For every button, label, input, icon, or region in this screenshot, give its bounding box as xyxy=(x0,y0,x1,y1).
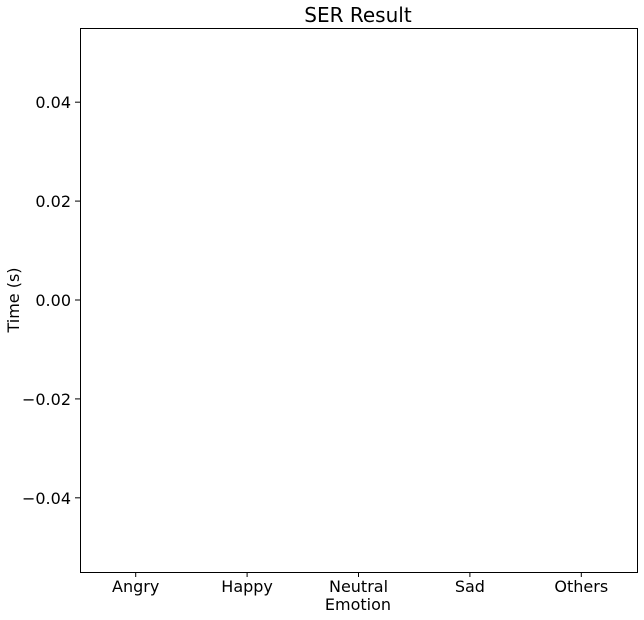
y-tick-label: −0.04 xyxy=(22,489,71,508)
x-tick-label: Neutral xyxy=(329,577,388,596)
x-tick-label: Sad xyxy=(455,577,485,596)
y-axis-label: Time (s) xyxy=(4,267,23,333)
x-axis-ticks: Angry Happy Neutral Sad Others xyxy=(112,572,608,596)
y-tick-label: 0.02 xyxy=(35,192,71,211)
chart-title: SER Result xyxy=(304,3,412,27)
x-axis-label: Emotion xyxy=(325,595,391,614)
y-tick-label: −0.02 xyxy=(22,390,71,409)
y-axis-ticks: −0.04 −0.02 0.00 0.02 0.04 xyxy=(22,93,80,508)
y-tick-label: 0.00 xyxy=(35,291,71,310)
x-tick-label: Angry xyxy=(112,577,159,596)
x-tick-label: Others xyxy=(554,577,608,596)
y-tick-label: 0.04 xyxy=(35,93,71,112)
x-tick-label: Happy xyxy=(221,577,273,596)
